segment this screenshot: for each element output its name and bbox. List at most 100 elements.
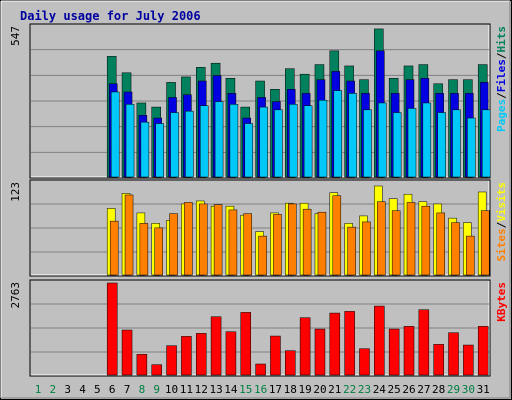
bar-sites-day-24	[377, 201, 386, 276]
bar-pages-day-27	[422, 102, 432, 178]
bar-pages-day-31	[481, 109, 491, 178]
day-label-30: 30	[462, 383, 475, 396]
bar-sites-day-27	[421, 205, 431, 276]
bar-kbytes-day-10	[166, 345, 177, 376]
bar-kbytes-day-23	[359, 348, 370, 376]
bar-kbytes-day-31	[477, 326, 489, 376]
bar-sites-day-28	[436, 212, 445, 276]
bar-sites-day-20	[317, 211, 327, 276]
panel-3: 2763 KBytes	[9, 279, 508, 377]
day-label-6: 6	[109, 383, 116, 396]
bar-sites-day-25	[391, 210, 401, 276]
legend-kbytes: KBytes	[495, 282, 508, 322]
chart-title: Daily usage for July 2006	[20, 9, 201, 23]
bar-sites-day-21	[332, 195, 342, 276]
day-label-17: 17	[269, 383, 282, 396]
day-label-2: 2	[50, 383, 57, 396]
bar-sites-day-16	[258, 235, 267, 276]
bar-sites-day-13	[213, 204, 223, 276]
bar-pages-day-10	[170, 112, 179, 178]
bar-sites-day-7	[124, 194, 134, 276]
bar-pages-day-29	[452, 109, 461, 178]
day-label-18: 18	[284, 383, 297, 396]
y-max-label: 123	[9, 182, 22, 202]
day-label-16: 16	[254, 383, 267, 396]
bar-pages-day-17	[274, 109, 283, 178]
bar-kbytes-day-18	[285, 350, 296, 376]
bar-kbytes-day-22	[344, 311, 355, 376]
day-label-29: 29	[447, 383, 460, 396]
bar-kbytes-day-21	[329, 312, 341, 376]
bar-kbytes-day-12	[195, 333, 207, 376]
bar-sites-day-10	[169, 213, 178, 276]
bar-pages-day-7	[125, 104, 135, 178]
bar-sites-day-14	[228, 209, 238, 276]
bar-sites-day-11	[184, 202, 193, 276]
bar-sites-day-6	[109, 220, 119, 276]
y-max-label: 2763	[9, 282, 22, 309]
day-label-27: 27	[417, 383, 430, 396]
bar-pages-day-30	[467, 117, 476, 178]
bar-sites-day-26	[406, 202, 416, 276]
bar-pages-day-28	[437, 112, 446, 178]
day-label-25: 25	[388, 383, 401, 396]
bar-pages-day-6	[110, 91, 120, 178]
bar-pages-day-14	[229, 104, 239, 178]
day-label-23: 23	[358, 383, 371, 396]
bar-pages-day-16	[259, 106, 268, 178]
day-label-19: 19	[298, 383, 311, 396]
bar-sites-day-17	[273, 214, 282, 276]
day-label-22: 22	[343, 383, 356, 396]
bar-pages-day-18	[289, 104, 298, 178]
bar-sites-day-9	[154, 227, 163, 276]
bar-kbytes-day-20	[314, 328, 326, 376]
bar-sites-day-23	[362, 221, 371, 276]
bar-kbytes-day-9	[151, 364, 162, 376]
day-label-15: 15	[239, 383, 252, 396]
bar-pages-day-22	[348, 93, 357, 178]
legend-hits: Hits	[495, 26, 508, 53]
bar-pages-day-9	[155, 123, 164, 178]
legend-separator: /	[495, 221, 508, 228]
day-label-4: 4	[79, 383, 86, 396]
legend-visits: Visits	[495, 182, 508, 222]
bar-kbytes-day-6	[106, 282, 118, 376]
bar-sites-day-18	[288, 203, 297, 276]
bar-sites-day-29	[451, 222, 460, 276]
day-label-12: 12	[195, 383, 208, 396]
legend: Sites/Visits	[495, 182, 508, 262]
day-label-5: 5	[94, 383, 101, 396]
bar-sites-day-31	[480, 210, 490, 276]
day-label-14: 14	[224, 383, 238, 396]
panel-2: 123 Sites/Visits	[9, 179, 508, 277]
legend-sites: Sites	[495, 228, 508, 261]
day-label-21: 21	[328, 383, 341, 396]
bar-kbytes-day-14	[225, 331, 237, 376]
bar-kbytes-day-25	[388, 328, 400, 376]
bar-kbytes-day-29	[448, 332, 459, 376]
day-label-8: 8	[139, 383, 146, 396]
bar-pages-day-26	[407, 108, 417, 178]
bar-kbytes-day-13	[210, 316, 222, 376]
bar-kbytes-day-16	[255, 363, 266, 376]
day-label-26: 26	[402, 383, 415, 396]
bar-sites-day-15	[243, 213, 253, 276]
day-label-7: 7	[124, 383, 131, 396]
bar-pages-day-23	[363, 109, 372, 178]
day-label-24: 24	[373, 383, 387, 396]
bar-pages-day-12	[199, 105, 209, 178]
bar-kbytes-day-24	[374, 305, 385, 376]
legend: KBytes	[495, 282, 508, 322]
legend-pages: Pages	[495, 99, 508, 132]
bar-pages-day-25	[392, 112, 402, 178]
bar-sites-day-22	[347, 226, 356, 276]
bar-kbytes-day-7	[121, 329, 133, 376]
bar-kbytes-day-28	[433, 344, 444, 376]
bar-kbytes-day-19	[299, 317, 311, 376]
bar-kbytes-day-30	[463, 344, 474, 376]
bar-sites-day-30	[466, 235, 475, 276]
y-max-label: 547	[9, 26, 22, 46]
bar-pages-day-11	[185, 110, 194, 178]
